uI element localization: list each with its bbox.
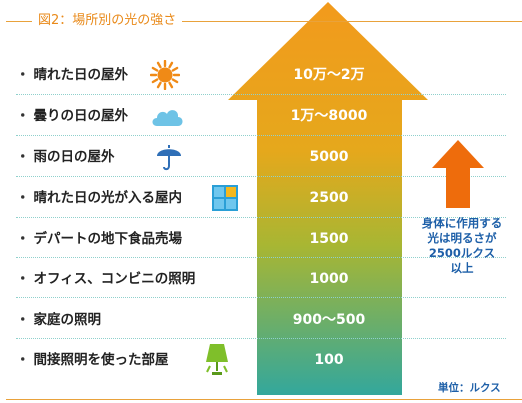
diagram-title: 図2：場所別の光の強さ xyxy=(32,11,183,31)
row-lux-value: 100 xyxy=(314,352,344,368)
brightness-arrow-shape xyxy=(228,2,428,395)
row-label: ・曇りの日の屋外 xyxy=(16,104,128,128)
row-label: ・オフィス、コンビニの照明 xyxy=(16,267,195,291)
row-label-text: 曇りの日の屋外 xyxy=(33,108,129,124)
effect-note: 身体に作用する 光は明るさが 2500ルクス 以上 xyxy=(402,216,522,276)
row-lux-value: 1500 xyxy=(309,231,349,247)
row-bullet: ・ xyxy=(16,231,30,247)
row-label: ・晴れた日の屋外 xyxy=(16,63,128,87)
umbrella-icon xyxy=(156,143,182,175)
effect-note-line: 以上 xyxy=(450,261,474,275)
row-bullet: ・ xyxy=(16,271,30,287)
lamp-icon xyxy=(204,344,230,380)
row-bullet: ・ xyxy=(16,67,30,83)
row-label-text: 間接照明を使った部屋 xyxy=(33,352,169,368)
row-divider xyxy=(16,94,506,95)
unit-label: 単位：ルクス xyxy=(438,382,501,394)
row-bullet: ・ xyxy=(16,149,30,165)
row-label-text: 晴れた日の光が入る屋内 xyxy=(33,190,183,206)
effect-note-line: 身体に作用する xyxy=(421,216,503,230)
row-lux-value: 1000 xyxy=(309,271,349,287)
effect-note-line: 光は明るさが xyxy=(427,231,497,245)
row-divider xyxy=(16,176,506,177)
row-bullet: ・ xyxy=(16,190,30,206)
row-lux-value: 5000 xyxy=(309,149,349,165)
row-label-text: 晴れた日の屋外 xyxy=(33,67,129,83)
row-label: ・雨の日の屋外 xyxy=(16,145,115,169)
row-lux-value: 1万～8000 xyxy=(290,108,368,124)
row-label: ・間接照明を使った部屋 xyxy=(16,348,169,372)
row-divider xyxy=(16,338,506,339)
row-bullet: ・ xyxy=(16,108,30,124)
row-lux-value: 900～500 xyxy=(292,312,366,328)
row-label: ・家庭の照明 xyxy=(16,308,101,332)
row-label: ・晴れた日の光が入る屋内 xyxy=(16,186,182,210)
window-icon xyxy=(212,185,238,215)
frame-bottom-line xyxy=(6,399,522,400)
row-divider xyxy=(16,135,506,136)
row-lux-value: 2500 xyxy=(309,190,349,206)
row-lux-value: 10万～2万 xyxy=(293,67,365,83)
row-divider xyxy=(16,217,506,218)
cloud-icon xyxy=(150,105,184,131)
row-label: ・デパートの地下食品売場 xyxy=(16,227,182,251)
row-bullet: ・ xyxy=(16,352,30,368)
sun-icon xyxy=(149,59,181,94)
row-label-text: オフィス、コンビニの照明 xyxy=(33,271,196,287)
up-arrow-icon xyxy=(432,140,484,208)
row-label-text: 家庭の照明 xyxy=(33,312,102,328)
effect-note-line: 2500ルクス xyxy=(428,246,496,260)
row-label-text: 雨の日の屋外 xyxy=(33,149,115,165)
frame-top-line xyxy=(6,21,522,22)
row-divider xyxy=(16,297,506,298)
row-bullet: ・ xyxy=(16,312,30,328)
row-label-text: デパートの地下食品売場 xyxy=(33,231,183,247)
row-divider xyxy=(16,257,506,258)
